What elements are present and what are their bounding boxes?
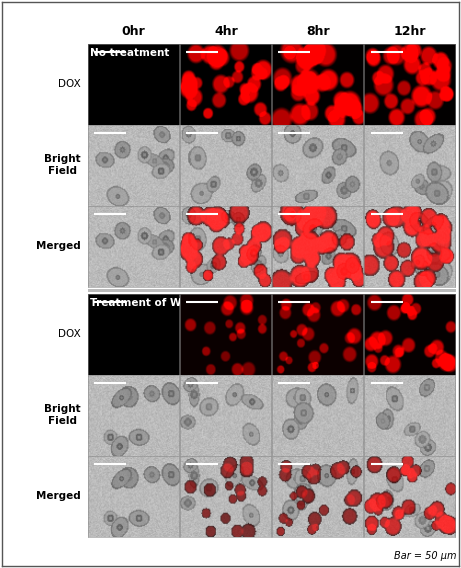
Text: Merged: Merged (36, 491, 81, 501)
Text: 4hr: 4hr (214, 26, 238, 38)
Text: DOX: DOX (58, 329, 81, 339)
Text: No treatment: No treatment (90, 48, 170, 59)
Text: Merged: Merged (36, 241, 81, 251)
Text: DOX: DOX (58, 80, 81, 89)
Text: Bright
Field: Bright Field (44, 404, 81, 426)
Text: Bar = 50 μm: Bar = 50 μm (394, 551, 456, 561)
Text: Bright
Field: Bright Field (44, 154, 81, 176)
Text: 12hr: 12hr (394, 26, 426, 38)
Text: 8hr: 8hr (306, 26, 330, 38)
Text: 0hr: 0hr (122, 26, 146, 38)
Text: Treatment of WKCRGDCN3: Treatment of WKCRGDCN3 (90, 298, 246, 308)
